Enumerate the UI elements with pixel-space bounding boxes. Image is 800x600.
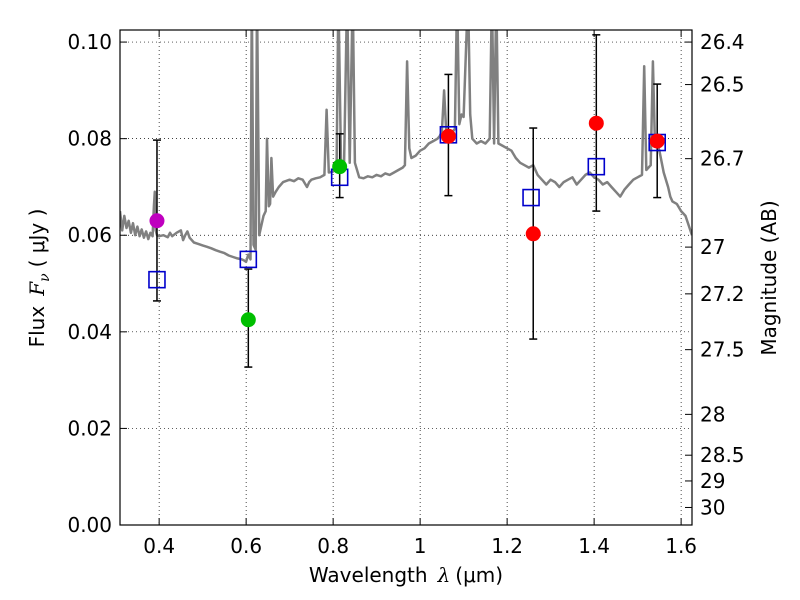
- y-tick-label: 0.08: [67, 127, 112, 151]
- x-tick-label: 1: [414, 534, 427, 558]
- y-tick-label: 0.00: [67, 513, 112, 537]
- x-tick-label: 1.2: [491, 534, 523, 558]
- mag-tick-label: 27.2: [700, 282, 745, 306]
- observed-flux-point: [525, 226, 541, 242]
- observed-flux-point: [240, 312, 256, 328]
- mag-tick-label: 29: [700, 469, 725, 493]
- mag-tick-label: 30: [700, 495, 725, 519]
- x-tick-label: 0.6: [230, 534, 262, 558]
- y-tick-label: 0.02: [67, 416, 112, 440]
- observed-flux-point: [440, 128, 456, 144]
- data-markers: [148, 34, 667, 368]
- axis-ticks: 0.4 0.6 0.8 1 1.2 1.4 1.6 0.00 0.02 0.04 0.06 0.08 0…: [67, 30, 745, 558]
- plot-frame: [119, 29, 693, 526]
- observed-flux-point: [649, 133, 665, 149]
- y-tick-label: 0.06: [67, 223, 112, 247]
- mag-tick-label: 28.5: [700, 443, 745, 467]
- x-axis-label: Wavelength λ (μm): [309, 563, 503, 587]
- y-axis-right-label: Magnitude (AB): [757, 200, 781, 355]
- observed-flux-point: [332, 159, 348, 175]
- mag-tick-label: 27: [700, 235, 725, 259]
- x-tick-label: 1.6: [665, 534, 697, 558]
- sed-spectrum-line: [120, 30, 692, 264]
- model-flux-square: [587, 157, 606, 176]
- model-flux-square: [522, 188, 540, 207]
- x-tick-label: 0.8: [317, 534, 349, 558]
- mag-tick-label: 26.5: [700, 73, 745, 97]
- y-tick-label: 0.04: [67, 320, 112, 344]
- mag-tick-label: 26.4: [700, 30, 745, 54]
- mag-tick-label: 26.7: [700, 147, 745, 171]
- observed-flux-point: [588, 115, 604, 131]
- mag-tick-label: 27.5: [700, 338, 745, 362]
- model-flux-square: [239, 250, 258, 269]
- y-tick-label: 0.10: [67, 30, 112, 54]
- model-flux-square: [148, 270, 166, 289]
- mag-tick-label: 28: [700, 402, 725, 426]
- observed-flux-point: [149, 213, 165, 229]
- x-tick-label: 1.4: [578, 534, 610, 558]
- y-axis-label: FluxFν( μJy ): [25, 209, 53, 348]
- x-tick-label: 0.4: [143, 534, 175, 558]
